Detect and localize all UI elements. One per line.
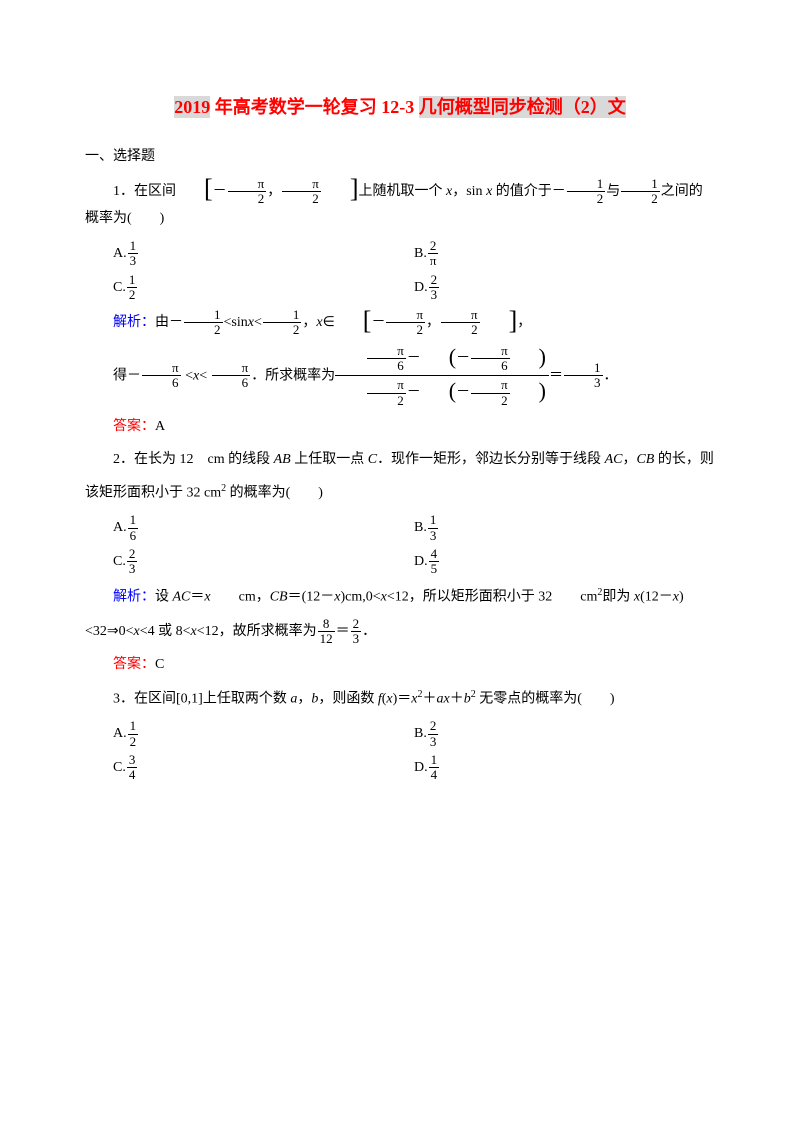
q2-answer: 答案：C <box>85 652 715 679</box>
q3-opt-a: A.12 <box>85 719 414 749</box>
analysis-label: 解析： <box>113 589 155 604</box>
q1-answer: 答案：A <box>85 414 715 441</box>
q2-stem-l1: 2．在长为 12 cm 的线段 AB 上任取一点 C．现作一矩形，邻边长分别等于… <box>85 447 715 474</box>
q1-opt-a: A.13 <box>85 239 414 269</box>
q2-options-row1: A.16 B.13 <box>85 513 715 543</box>
answer-label: 答案： <box>113 419 155 434</box>
q3-options-row2: C.34 D.14 <box>85 753 715 783</box>
q2-opt-b: B.13 <box>414 513 715 543</box>
q3-options-row1: A.12 B.23 <box>85 719 715 749</box>
answer-label: 答案： <box>113 657 155 672</box>
section-heading: 一、选择题 <box>85 144 715 171</box>
q2-options-row2: C.23 D.45 <box>85 547 715 577</box>
q3-stem: 3．在区间[0,1]上任取两个数 a，b，则函数 f(x)＝x2＋ax＋b2 无… <box>85 685 715 713</box>
q3-opt-b: B.23 <box>414 719 715 749</box>
doc-title: 2019 年高考数学一轮复习 12-3 几何概型同步检测（2）文 <box>85 90 715 124</box>
q1-big-fraction: π6－(－π6)π2－(－π2) <box>335 344 549 408</box>
q1-analysis-l2: 得－π6 <x< π6．所求概率为π6－(－π6)π2－(－π2)＝13． <box>85 344 715 408</box>
q1-analysis-l1: 解析：由－12<sinx<12，x∈[－π2，π2]， <box>85 308 715 338</box>
q1-opt-b: B.2π <box>414 239 715 269</box>
q1-stem: 1．在区间[－π2，π2]上随机取一个 x，sin x 的值介于－12与12之间… <box>85 177 715 233</box>
q1-options-row2: C.12 D.23 <box>85 273 715 303</box>
q3-opt-d: D.14 <box>414 753 715 783</box>
q2-analysis-l2: <32⇒0<x<4 或 8<x<12，故所求概率为812＝23． <box>85 617 715 647</box>
analysis-label: 解析： <box>113 315 155 330</box>
q1-opt-c: C.12 <box>85 273 414 303</box>
q2-opt-a: A.16 <box>85 513 414 543</box>
title-hl2: 几何概型同步检测（2）文 <box>419 96 626 118</box>
q2-analysis-l1: 解析：设 AC＝x cm，CB＝(12－x)cm,0<x<12，所以矩形面积小于… <box>85 583 715 611</box>
q1-options-row1: A.13 B.2π <box>85 239 715 269</box>
q3-opt-c: C.34 <box>85 753 414 783</box>
q1-opt-d: D.23 <box>414 273 715 303</box>
q2-opt-d: D.45 <box>414 547 715 577</box>
q2-stem-l2: 该矩形面积小于 32 cm2 的概率为( ) <box>85 479 715 507</box>
title-hl1: 2019 <box>174 96 210 118</box>
q2-opt-c: C.23 <box>85 547 414 577</box>
title-mid: 年高考数学一轮复习 12-3 <box>210 97 419 117</box>
